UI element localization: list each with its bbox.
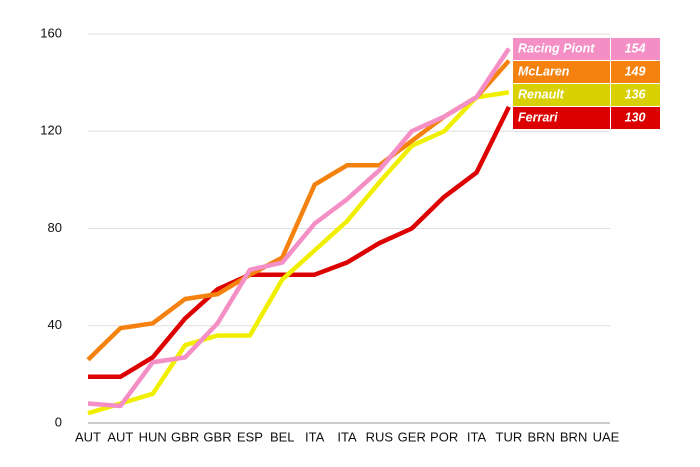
legend-value: 154 xyxy=(625,41,646,55)
x-tick-label: AUT xyxy=(107,429,133,444)
y-tick-label: 160 xyxy=(40,25,62,40)
x-tick-label: TUR xyxy=(496,429,523,444)
legend-swatch xyxy=(513,84,610,106)
x-tick-label: ITA xyxy=(467,429,487,444)
y-tick-label: 120 xyxy=(40,123,62,138)
y-tick-label: 40 xyxy=(48,317,62,332)
legend-value: 149 xyxy=(625,64,646,78)
legend-value-box xyxy=(611,107,660,129)
x-tick-label: BRN xyxy=(560,429,587,444)
legend-label: Racing Piont xyxy=(518,41,595,55)
legend-value: 130 xyxy=(625,110,646,124)
x-tick-label: BEL xyxy=(270,429,295,444)
legend-swatch xyxy=(513,61,610,83)
x-tick-label: GBR xyxy=(171,429,199,444)
x-tick-label: GBR xyxy=(203,429,231,444)
x-tick-label: BRN xyxy=(528,429,555,444)
legend-value-box xyxy=(611,61,660,83)
x-tick-label: HUN xyxy=(139,429,167,444)
x-tick-label: GER xyxy=(398,429,426,444)
series-line xyxy=(87,47,511,409)
legend-label: Renault xyxy=(518,87,565,101)
x-tick-label: ESP xyxy=(237,429,263,444)
x-tick-label: ITA xyxy=(337,429,357,444)
x-tick-label: AUT xyxy=(75,429,101,444)
legend-value-box xyxy=(611,84,660,106)
legend-label: McLaren xyxy=(518,64,570,78)
x-tick-label: RUS xyxy=(366,429,394,444)
legend-swatch xyxy=(513,38,610,60)
y-tick-label: 80 xyxy=(48,220,62,235)
legend-label: Ferrari xyxy=(518,110,558,124)
series-line xyxy=(86,59,511,362)
legend-swatch xyxy=(513,107,610,129)
y-tick-label: 0 xyxy=(55,414,62,429)
x-tick-label: ITA xyxy=(305,429,325,444)
x-tick-label: UAE xyxy=(593,429,620,444)
legend-value: 136 xyxy=(625,87,647,101)
series-line xyxy=(88,105,511,380)
series-line xyxy=(87,90,510,416)
x-tick-label: POR xyxy=(430,429,458,444)
legend-value-box xyxy=(611,38,660,60)
